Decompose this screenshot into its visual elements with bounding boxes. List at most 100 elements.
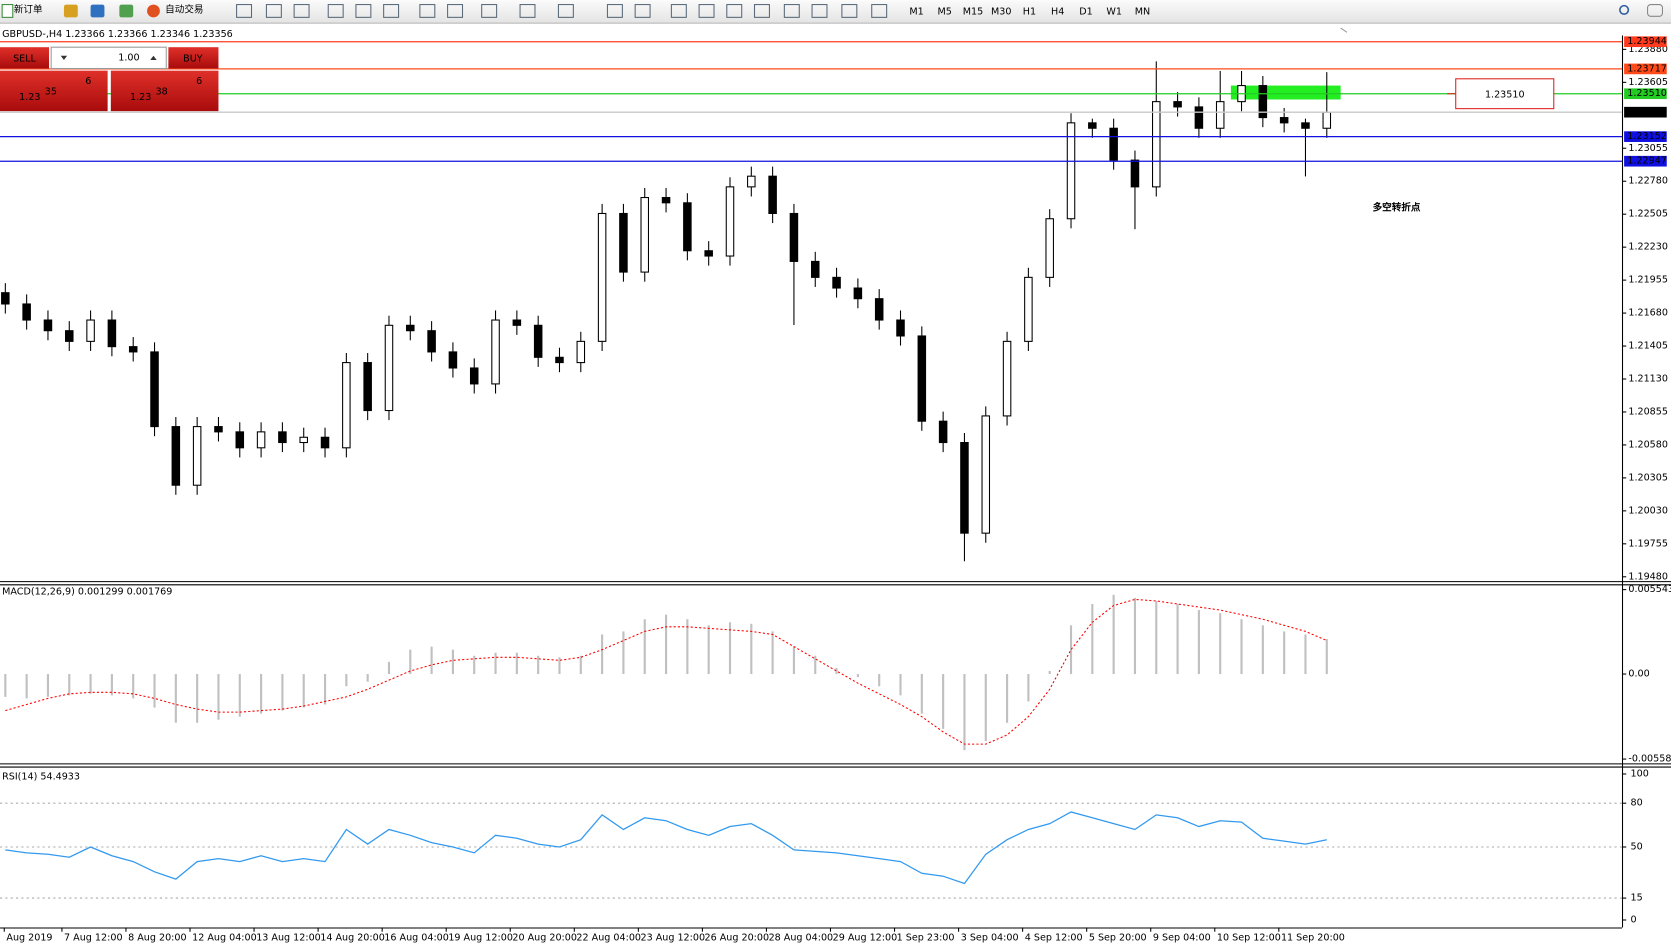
toolbar-icon[interactable] — [63, 4, 78, 18]
toolbar-icon[interactable] — [383, 4, 400, 18]
toolbar-icon[interactable] — [419, 4, 436, 18]
candle-body — [1279, 117, 1289, 124]
timeframe-button[interactable]: M30 — [991, 7, 1011, 18]
callout-label: 1.23510 — [1485, 89, 1525, 100]
toolbar-icon[interactable] — [236, 4, 253, 18]
macd-bar — [1261, 625, 1264, 675]
timeframe-button[interactable]: H1 — [1023, 7, 1036, 18]
toolbar-icon[interactable] — [355, 4, 372, 18]
candle-body — [810, 260, 820, 278]
x-tick-label: 4 Sep 12:00 — [1025, 933, 1083, 944]
macd-signal — [5, 598, 1327, 745]
macd-bar — [728, 622, 732, 675]
price-sup[interactable]: 6 — [85, 76, 91, 87]
candle-body — [747, 175, 756, 188]
buy-label[interactable]: BUY — [183, 53, 203, 64]
y-tick-label: 1.22230 — [1628, 242, 1668, 253]
macd-bar — [238, 674, 241, 717]
chat-icon[interactable] — [1647, 4, 1664, 17]
y-tick-label: 1.23605 — [1628, 77, 1668, 88]
timeframe-button[interactable]: M1 — [909, 7, 923, 18]
toolbar-icon[interactable] — [811, 4, 828, 18]
auto-trading-button[interactable]: 自动交易 — [165, 3, 203, 15]
price-box[interactable] — [110, 70, 219, 112]
lot-up-arrow[interactable] — [150, 55, 157, 60]
auto-trading-icon[interactable] — [147, 4, 160, 18]
candle-body — [533, 324, 543, 358]
candle-body — [469, 367, 479, 385]
lot-value[interactable]: 1.00 — [118, 52, 139, 63]
x-tick-label: 5 Sep 20:00 — [1089, 933, 1147, 944]
toolbar-icon[interactable] — [119, 4, 134, 18]
candle-body — [427, 330, 436, 353]
macd-bar — [4, 674, 7, 697]
price-prefix[interactable]: 1.23 — [130, 92, 151, 103]
candle-body — [832, 276, 841, 289]
price-big[interactable]: 35 — [45, 86, 57, 97]
toolbar-icon[interactable] — [670, 4, 687, 18]
timeframe-button[interactable]: M5 — [938, 7, 952, 18]
candle-body — [938, 420, 948, 444]
candle-body — [1024, 276, 1033, 342]
toolbar-icon[interactable] — [293, 4, 310, 18]
macd-bar — [664, 614, 668, 675]
macd-bar — [750, 623, 753, 675]
candle-body — [235, 431, 245, 449]
price-prefix[interactable]: 1.23 — [19, 92, 40, 103]
candle-body — [128, 346, 138, 353]
macd-bar — [217, 674, 220, 720]
y-tick-label: 1.21405 — [1628, 341, 1668, 352]
x-tick-label: Aug 2019 — [6, 933, 52, 944]
search-icon[interactable] — [1619, 4, 1630, 15]
macd-bar — [1006, 674, 1009, 723]
macd-bar — [537, 655, 540, 675]
timeframe-button[interactable]: H4 — [1051, 7, 1064, 18]
price-big[interactable]: 38 — [156, 86, 168, 97]
candle-body — [1066, 122, 1076, 220]
toolbar-icon[interactable] — [90, 4, 105, 18]
toolbar-icon[interactable] — [726, 4, 743, 18]
lot-spinner[interactable] — [50, 46, 167, 70]
chart-symbol-info: GBPUSD-,H4 1.23366 1.23366 1.23346 1.233… — [2, 29, 233, 40]
toolbar-icon[interactable] — [606, 4, 623, 18]
x-tick-label: 23 Aug 12:00 — [640, 933, 705, 944]
toolbar-icon[interactable] — [265, 4, 282, 18]
sell-button[interactable] — [0, 47, 50, 69]
macd-bar — [68, 674, 71, 696]
toolbar-icon[interactable] — [698, 4, 715, 18]
toolbar-icon[interactable] — [871, 4, 888, 18]
timeframe-button[interactable]: D1 — [1079, 7, 1092, 18]
lot-down-arrow[interactable] — [60, 55, 68, 60]
toolbar-icon[interactable] — [783, 4, 800, 18]
candle-body — [1088, 122, 1097, 129]
toolbar-icon[interactable] — [447, 4, 464, 18]
price-tag — [1624, 131, 1667, 142]
candle-body — [22, 303, 31, 321]
price-box[interactable] — [0, 70, 108, 112]
rsi-title: RSI(14) 54.4933 — [2, 772, 80, 783]
y-tick-label: 0.00 — [1628, 669, 1649, 680]
price-sup[interactable]: 6 — [196, 76, 202, 87]
toolbar-icon[interactable] — [841, 4, 858, 18]
macd-bar — [601, 634, 604, 675]
timeframe-button[interactable]: M15 — [963, 7, 983, 18]
candle-body — [1194, 106, 1204, 129]
buy-button[interactable] — [168, 47, 219, 69]
toolbar-icon[interactable] — [327, 4, 344, 18]
candle-body — [597, 212, 607, 342]
toolbar-icon[interactable] — [519, 4, 536, 18]
candle-body — [576, 340, 586, 364]
toolbar-icon[interactable] — [481, 4, 498, 18]
candle-body — [1045, 218, 1054, 278]
timeframe-button[interactable]: MN — [1135, 7, 1150, 18]
toolbar-icon[interactable] — [634, 4, 651, 18]
y-tick-label: 1.21130 — [1628, 374, 1668, 385]
new-order-icon — [1, 4, 14, 18]
toolbar-icon[interactable] — [557, 4, 574, 18]
timeframe-button[interactable]: W1 — [1106, 7, 1122, 18]
macd-bar — [110, 674, 113, 696]
toolbar-icon[interactable] — [753, 4, 770, 18]
new-order-button[interactable]: 新订单 — [14, 3, 43, 15]
sell-label[interactable]: SELL — [13, 53, 36, 64]
price-tag-label: 1.23944 — [1627, 36, 1667, 47]
